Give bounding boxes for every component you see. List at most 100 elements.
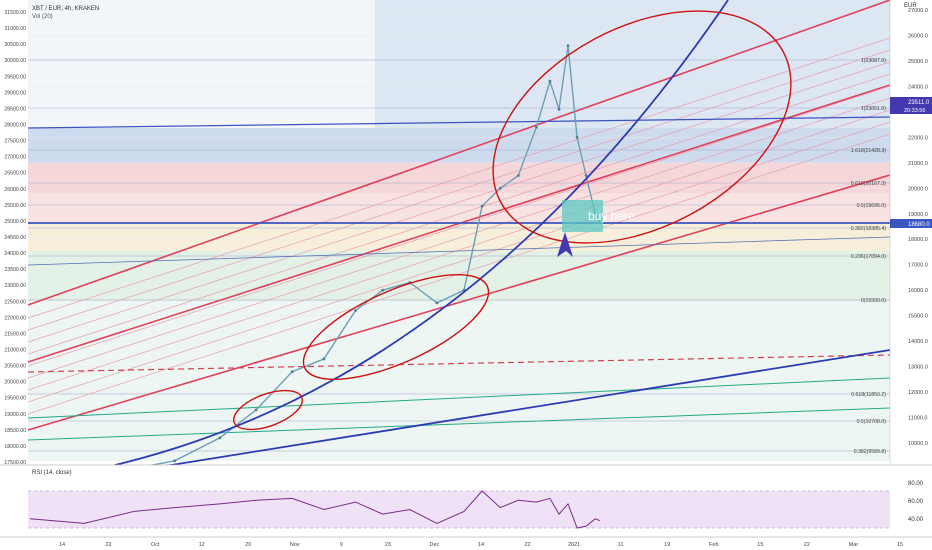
left-tick-label: 23500.00 [4,267,26,273]
thin-channel-line [27,61,891,343]
price-point [254,408,258,412]
price-point [566,44,570,48]
left-tick-label: 21000.00 [4,348,26,354]
fib-label: 1.618(21428.3) [851,148,886,154]
fib-levels [28,59,890,452]
time-tick-label: 20 [245,542,251,548]
fib-label: 0.382(18385.4) [851,226,886,232]
right-tick-label: 17000.0 [908,263,928,269]
time-tick-label: 12 [199,542,205,548]
right-tick-label: 26000.0 [908,33,928,39]
price-point [480,204,484,208]
left-axis-bg [0,0,28,465]
time-tick-label: Oct [151,542,160,548]
right-tick-label: 27000.0 [908,8,928,14]
left-tick-label: 24000.00 [4,251,26,257]
price-series-line [29,45,601,479]
left-tick-label: 31500.00 [4,10,26,16]
price-point [322,357,326,361]
price-point [498,186,502,190]
left-tick-label: 28500.00 [4,106,26,112]
buy-annotation: buy here [588,209,635,223]
rsi-label: RSI (14, close) [32,470,72,476]
thin-channel-line [27,85,891,367]
time-tick-label: 14 [478,542,484,548]
time-tick-label: 23 [385,542,391,548]
right-tick-label: 16000.0 [908,288,928,294]
thin-channel-line [27,121,891,403]
gridlines [28,9,890,444]
right-tick-label: 15000.0 [908,314,928,320]
left-tick-label: 29500.00 [4,74,26,80]
right-tick-label: 21000.0 [908,161,928,167]
time-tick-label: 22 [524,542,530,548]
time-tick-label: Dec [430,542,440,548]
parabolic-curve [114,0,729,466]
buy-zone-box [562,200,603,232]
right-tick-label: 11000.0 [908,416,927,422]
time-tick-label: 2021 [568,542,580,548]
left-tick-label: 19500.00 [4,396,26,402]
price-point [534,125,538,129]
price-point [584,174,588,177]
left-tick-label: 25500.00 [4,203,26,209]
time-tick-label: 15 [757,542,763,548]
left-tick-label: 27500.00 [4,139,26,145]
time-tick-label: Nov [290,542,300,548]
rsi-level-60: 60.00 [908,499,924,505]
left-tick-label: 23000.00 [4,283,26,289]
price-point [354,309,357,312]
fib-label: 1(23087.0) [861,58,886,64]
right-tick-label: 22000.0 [908,135,928,141]
left-tick-label: 20000.00 [4,380,26,386]
right-tick-label: 18000.0 [908,237,928,243]
right-tick-label: 10000.0 [908,441,928,447]
time-axis: 14 22 Oct 12 20 Nov 9 23 Dec 14 22 2021 11 19 Feb 15 22 M… [59,542,903,548]
left-tick-label: 22000.00 [4,315,26,321]
fib-label: 0.5(10708.0) [857,419,887,425]
left-tick-label: 30500.00 [4,42,26,48]
rsi-band [28,491,890,528]
left-tick-label: 30000.00 [4,58,26,64]
left-tick-label: 18000.00 [4,444,26,450]
price-point [575,135,579,139]
price-point [173,459,177,463]
zone-backgrounds [28,0,890,461]
right-tick-label: 20000.0 [908,186,928,192]
right-axis-title: EUR [904,3,917,9]
price-point [218,436,222,440]
right-tick-label: 14000.0 [908,339,928,345]
time-axis-bg [0,537,932,550]
fib-label: 0.382(9589.8) [854,449,887,455]
left-tick-label: 19000.00 [4,412,26,418]
thin-channel-line [27,37,891,319]
left-tick-label: 25000.00 [4,219,26,225]
left-tick-label: 21500.00 [4,331,26,337]
price-point [516,174,520,177]
right-tick-label: 19000.0 [908,212,928,218]
price-tag-support: 18680.0 [908,222,930,228]
fib-label: 1(23051.0) [861,106,886,112]
left-axis: 31500.00 31000.00 30500.00 30000.00 29500.00… [4,10,26,466]
fib-label: 0.618(11850.2) [851,392,886,398]
time-tick-label: Feb [709,542,718,548]
price-point [290,370,294,374]
ellipses [233,10,792,431]
right-tick-label: 12000.0 [908,390,928,396]
left-tick-label: 31000.00 [4,26,26,32]
left-tick-label: 20500.00 [4,364,26,370]
time-tick-label: Mar [849,542,859,548]
volume-label: Vol (20) [32,14,53,20]
rsi-level-40: 40.00 [908,517,924,523]
right-axis-bg [890,0,932,465]
price-tags: 23511.0 20:33:56 18680.0 [890,97,932,228]
thin-channel-lines [27,37,891,415]
fib-label: 0.5(19696.0) [857,203,887,209]
price-point [435,301,439,305]
left-tick-label: 17500.00 [4,460,26,466]
fib-labels: 1(23087.0) 1(23051.0) 1.618(21428.3) 0.618(… [851,58,886,455]
fib-label: 0.618(20167.3) [851,181,886,187]
time-tick-label: 9 [340,542,343,548]
time-tick-label: 14 [59,542,65,548]
